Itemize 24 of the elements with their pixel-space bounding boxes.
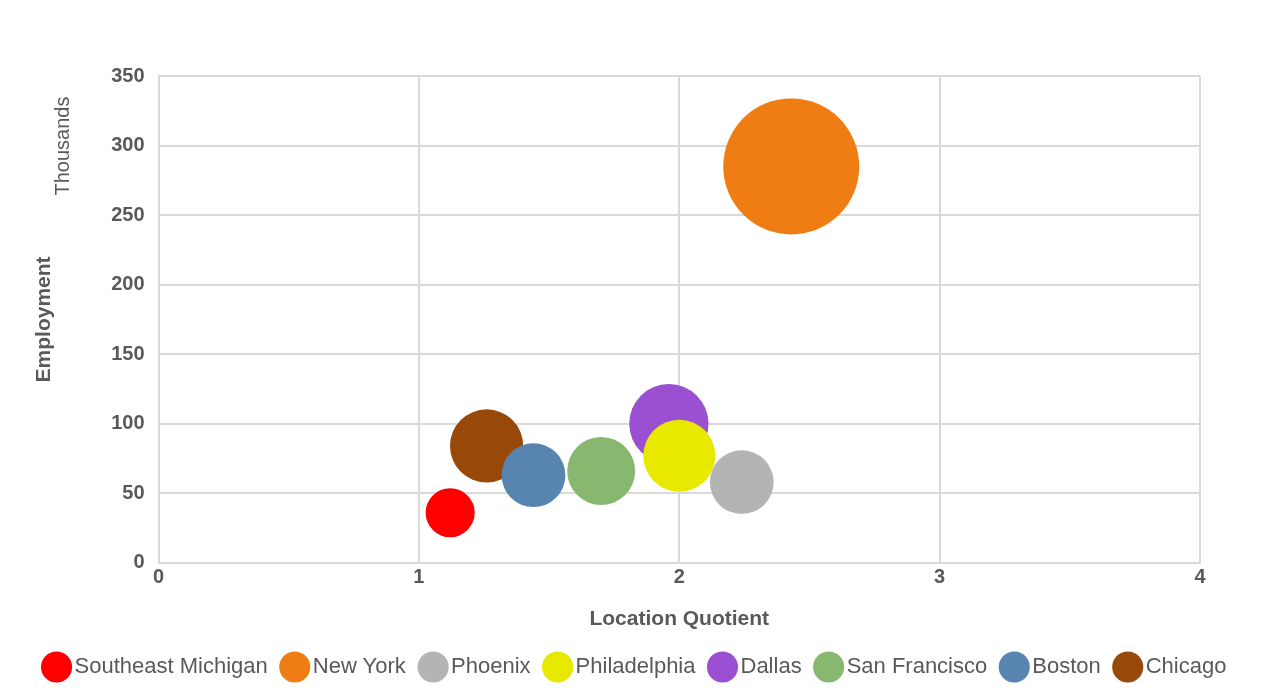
y-tick-label: 250 xyxy=(111,202,145,225)
y-tick-label: 150 xyxy=(111,341,145,364)
legend-label: Boston xyxy=(1032,653,1101,679)
y-tick-label: 300 xyxy=(111,133,145,156)
legend-label: New York xyxy=(312,653,407,679)
x-tick-label: 3 xyxy=(934,565,946,588)
y-tick-label: 0 xyxy=(133,550,145,573)
legend-label: Philadelphia xyxy=(575,653,697,679)
legend-label: Phoenix xyxy=(451,653,531,679)
legend-label: Chicago xyxy=(1145,653,1227,679)
y-axis-title: Employment xyxy=(31,256,55,383)
x-tick-label: 0 xyxy=(153,565,165,588)
x-tick-label: 4 xyxy=(1194,565,1207,588)
y-tick-label: 350 xyxy=(111,63,145,86)
x-axis-title: Location Quotient xyxy=(589,606,770,630)
x-tick-label: 2 xyxy=(673,565,685,588)
y-tick-label: 100 xyxy=(111,411,145,434)
y-tick-label: 50 xyxy=(122,480,145,503)
legend-label: Southeast Michigan xyxy=(74,653,268,679)
legend-label: Dallas xyxy=(740,653,802,679)
legend-label: San Francisco xyxy=(846,653,988,679)
text: Thousands xyxy=(51,96,74,196)
x-tick-label: 1 xyxy=(413,565,425,588)
y-tick-label: 200 xyxy=(111,272,145,295)
